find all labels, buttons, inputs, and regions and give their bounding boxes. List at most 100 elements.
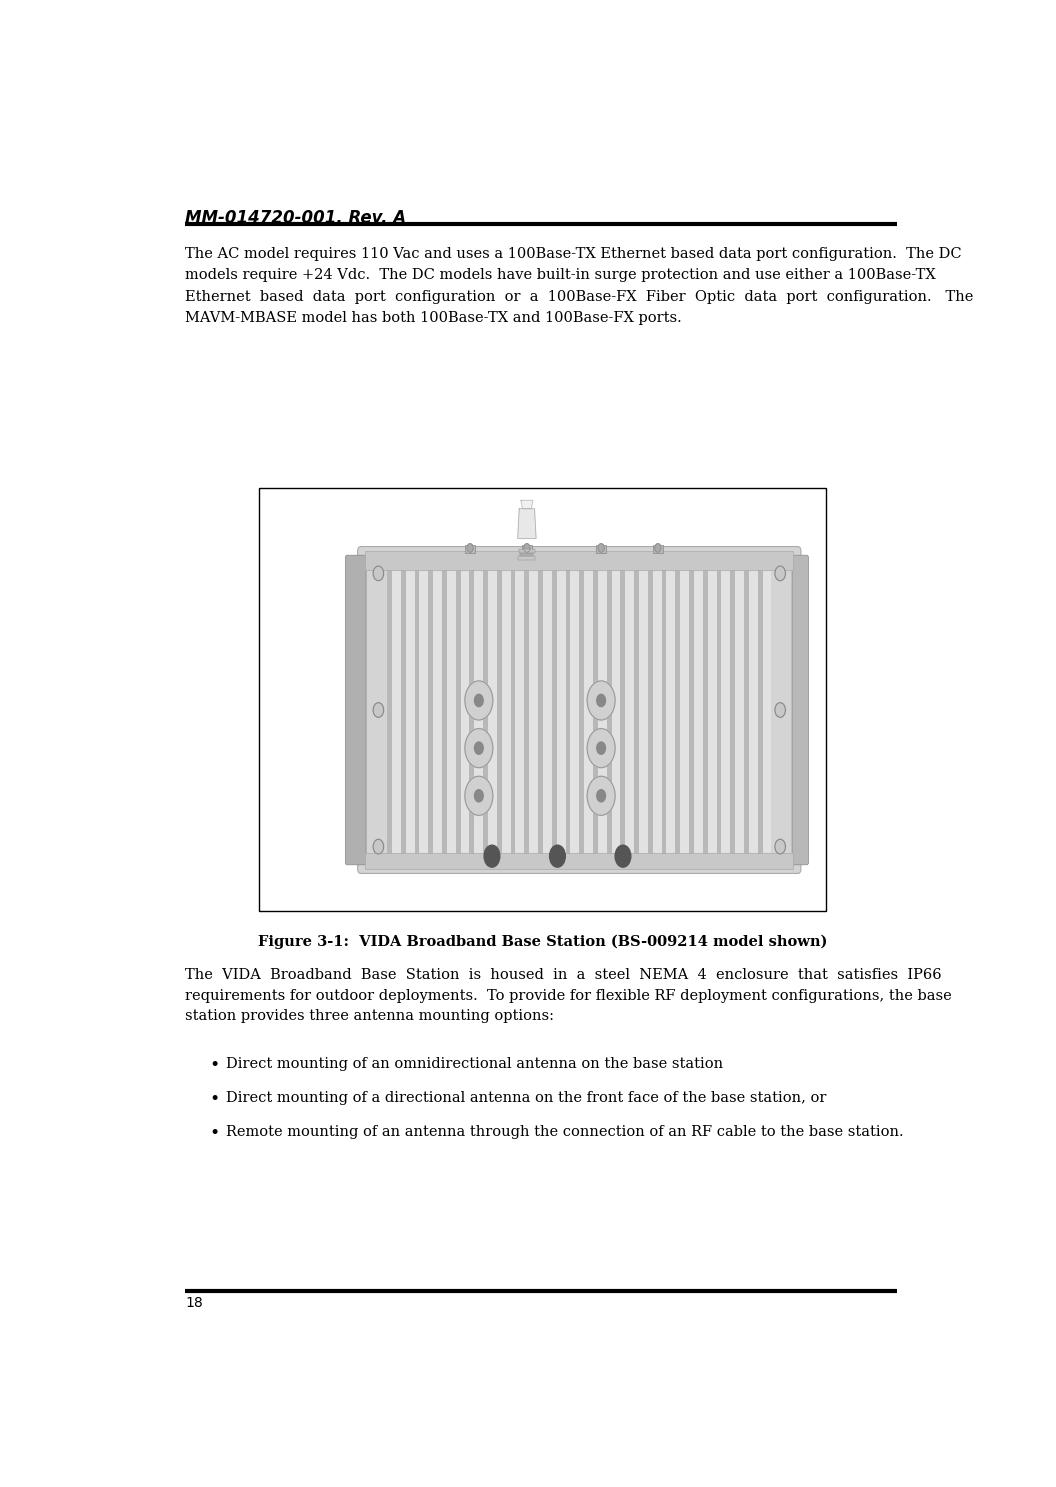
Bar [762, 564, 772, 857]
Bar [502, 564, 511, 857]
Circle shape [598, 544, 604, 552]
Bar [621, 564, 625, 857]
Circle shape [465, 729, 493, 767]
Bar [566, 564, 570, 857]
Bar [429, 564, 433, 857]
Circle shape [775, 567, 786, 581]
Bar [584, 564, 593, 857]
Bar [365, 854, 793, 868]
Text: •: • [210, 1091, 220, 1108]
Circle shape [474, 742, 484, 754]
Bar [593, 564, 598, 857]
Circle shape [587, 776, 615, 815]
Bar [529, 564, 539, 857]
Bar [666, 564, 676, 857]
Bar [717, 564, 721, 857]
Bar [415, 564, 419, 857]
Bar [259, 488, 826, 912]
Circle shape [373, 839, 383, 854]
Circle shape [465, 776, 493, 815]
Bar [703, 564, 708, 857]
Bar [460, 564, 470, 857]
Circle shape [484, 845, 499, 867]
Bar [648, 564, 653, 857]
Text: MM-014720-001, Rev. A: MM-014720-001, Rev. A [185, 210, 407, 228]
Bar [721, 564, 731, 857]
Circle shape [655, 544, 661, 552]
Bar [570, 564, 580, 857]
Bar [557, 564, 566, 857]
Text: Direct mounting of a directional antenna on the front face of the base station, : Direct mounting of a directional antenna… [226, 1091, 827, 1105]
Text: models require +24 Vdc.  The DC models have built-in surge protection and use ei: models require +24 Vdc. The DC models ha… [185, 268, 936, 283]
Bar [611, 564, 621, 857]
Text: Direct mounting of an omnidirectional antenna on the base station: Direct mounting of an omnidirectional an… [226, 1057, 723, 1071]
Circle shape [587, 681, 615, 720]
Bar [518, 556, 535, 559]
Circle shape [467, 544, 473, 552]
Bar [639, 564, 648, 857]
Circle shape [474, 694, 484, 706]
Circle shape [615, 845, 630, 867]
Circle shape [775, 839, 786, 854]
FancyBboxPatch shape [792, 555, 809, 865]
Bar [442, 564, 447, 857]
Bar [488, 564, 497, 857]
Circle shape [373, 703, 383, 717]
Bar [749, 564, 758, 857]
Bar [474, 564, 484, 857]
Bar [465, 544, 475, 553]
Bar [392, 564, 401, 857]
Text: Figure 3-1:  VIDA Broadband Base Station (BS-009214 model shown): Figure 3-1: VIDA Broadband Base Station … [258, 934, 827, 949]
Text: requirements for outdoor deployments.  To provide for flexible RF deployment con: requirements for outdoor deployments. To… [185, 989, 951, 1002]
Bar [401, 564, 406, 857]
Bar [520, 549, 534, 553]
Circle shape [373, 567, 383, 581]
Bar [433, 564, 442, 857]
Bar [447, 564, 456, 857]
Bar [694, 564, 703, 857]
Circle shape [524, 544, 530, 552]
Bar [543, 564, 552, 857]
Bar [365, 552, 793, 570]
Bar [456, 564, 460, 857]
Text: station provides three antenna mounting options:: station provides three antenna mounting … [185, 1008, 554, 1023]
Bar [525, 564, 529, 857]
Bar [731, 564, 735, 857]
Circle shape [549, 845, 565, 867]
Text: Ethernet  based  data  port  configuration  or  a  100Base-FX  Fiber  Optic  dat: Ethernet based data port configuration o… [185, 290, 974, 303]
Circle shape [587, 729, 615, 767]
Bar [676, 564, 680, 857]
Text: Remote mounting of an antenna through the connection of an RF cable to the base : Remote mounting of an antenna through th… [226, 1124, 904, 1139]
Bar [470, 564, 474, 857]
Text: MAVM-MBASE model has both 100Base-TX and 100Base-FX ports.: MAVM-MBASE model has both 100Base-TX and… [185, 311, 682, 324]
Text: •: • [210, 1057, 220, 1074]
Bar [662, 564, 666, 857]
Circle shape [465, 681, 493, 720]
Circle shape [775, 703, 786, 717]
FancyBboxPatch shape [345, 555, 366, 865]
Text: •: • [210, 1124, 220, 1142]
Circle shape [597, 742, 605, 754]
Bar [406, 564, 415, 857]
Bar [539, 564, 543, 857]
Bar [653, 544, 663, 553]
Bar [653, 564, 662, 857]
Bar [596, 544, 606, 553]
Text: The AC model requires 110 Vac and uses a 100Base-TX Ethernet based data port con: The AC model requires 110 Vac and uses a… [185, 247, 962, 262]
Bar [625, 564, 635, 857]
Bar [635, 564, 639, 857]
Bar [497, 564, 502, 857]
Bar [521, 553, 533, 556]
Bar [419, 564, 429, 857]
Bar [388, 564, 392, 857]
Bar [522, 544, 532, 553]
Bar [680, 564, 690, 857]
Bar [580, 564, 584, 857]
Circle shape [597, 694, 605, 706]
Circle shape [597, 790, 605, 801]
Bar [607, 564, 611, 857]
Bar [690, 564, 694, 857]
Bar [598, 564, 607, 857]
Bar [552, 564, 557, 857]
Bar [744, 564, 749, 857]
